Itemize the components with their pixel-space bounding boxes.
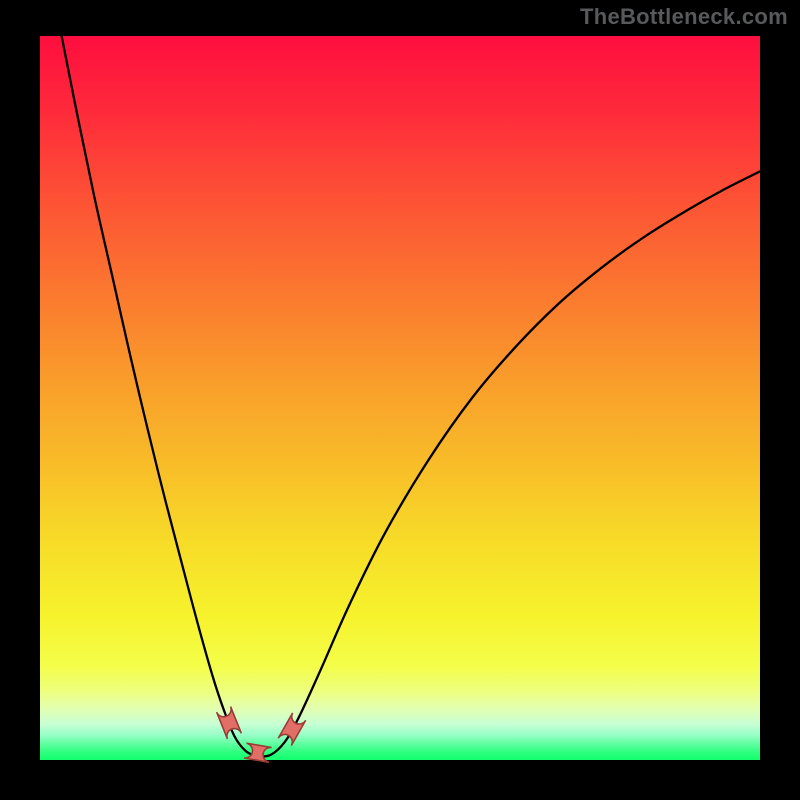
bottleneck-chart-svg [0, 0, 800, 800]
chart-root: TheBottleneck.com [0, 0, 800, 800]
gradient-background [40, 36, 760, 760]
watermark-text: TheBottleneck.com [580, 4, 788, 30]
